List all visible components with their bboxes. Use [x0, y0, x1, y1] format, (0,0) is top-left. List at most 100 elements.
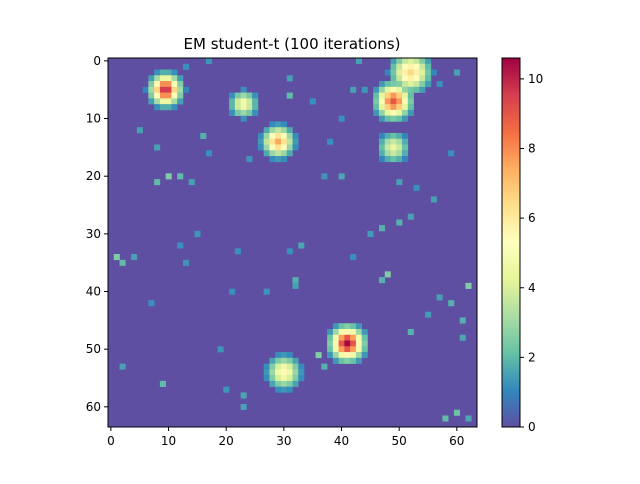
heatmap-cell: [240, 92, 247, 99]
heatmap-cell: [206, 58, 213, 65]
heatmap-cell: [407, 104, 414, 111]
x-tick-label: 30: [276, 434, 291, 448]
heatmap-cell: [396, 144, 403, 151]
x-tick-label: 10: [161, 434, 176, 448]
x-tick-label: 50: [392, 434, 407, 448]
heatmap-cell: [263, 369, 270, 376]
heatmap-cell: [286, 357, 293, 364]
heatmap-cell: [154, 75, 161, 82]
heatmap-cell: [350, 254, 357, 261]
heatmap-cell: [252, 109, 259, 116]
y-tick-label: 50: [86, 342, 101, 356]
heatmap-cell: [419, 69, 426, 76]
heatmap-cell: [246, 156, 253, 163]
colorbar-tick-label: 8: [528, 142, 536, 156]
heatmap-cell: [338, 323, 345, 330]
heatmap-cell: [194, 230, 201, 238]
heatmap-cell: [344, 352, 351, 359]
heatmap-cell: [355, 323, 362, 330]
heatmap-cell: [171, 81, 178, 88]
heatmap-cell: [275, 386, 282, 393]
heatmap-cell: [275, 363, 282, 370]
heatmap-cell: [396, 109, 403, 116]
x-tick-label: 20: [219, 434, 234, 448]
heatmap-cell: [280, 375, 288, 382]
heatmap-cell: [361, 328, 368, 336]
y-tick-label: 30: [86, 227, 101, 241]
colorbar-tick-label: 0: [528, 420, 536, 434]
heatmap-cell: [177, 75, 184, 82]
heatmap-cell: [413, 63, 420, 70]
heatmap-cell: [269, 380, 276, 387]
heatmap-cell: [344, 323, 351, 330]
heatmap-cell: [378, 138, 386, 145]
heatmap-cell: [229, 92, 236, 99]
heatmap-cell: [390, 156, 397, 163]
heatmap-cell: [419, 58, 426, 65]
heatmap-cell: [263, 375, 270, 382]
heatmap-cell: [275, 127, 282, 134]
heatmap-cell: [148, 81, 155, 88]
heatmap-cell: [292, 282, 299, 289]
heatmap-cell: [159, 92, 166, 99]
heatmap-cell: [119, 259, 126, 266]
heatmap-cell: [373, 98, 380, 105]
heatmap-cell: [154, 144, 161, 151]
heatmap-cell: [402, 109, 409, 116]
heatmap-cell: [257, 138, 264, 145]
heatmap-cell: [407, 213, 414, 220]
heatmap-cell: [263, 288, 270, 295]
heatmap-cell: [269, 127, 276, 134]
heatmap-cell: [407, 92, 414, 99]
heatmap-cell: [413, 86, 420, 93]
heatmap-cell: [384, 109, 391, 116]
heatmap-cell: [361, 334, 368, 341]
heatmap-cell: [165, 75, 172, 82]
heatmap-cell: [177, 173, 184, 180]
heatmap-cell: [171, 75, 178, 82]
heatmap-cell: [257, 132, 264, 140]
heatmap-cell: [263, 363, 270, 370]
heatmap-cell: [263, 127, 270, 134]
heatmap-cell: [402, 150, 409, 157]
heatmap-cell: [453, 69, 461, 76]
heatmap-cell: [407, 328, 414, 336]
heatmap-cell: [177, 86, 184, 93]
heatmap-cell: [378, 104, 386, 111]
heatmap-cell: [292, 277, 299, 284]
heatmap-cell: [378, 98, 386, 105]
heatmap-cell: [361, 352, 368, 359]
heatmap-cell: [154, 81, 161, 88]
heatmap-cell: [286, 75, 293, 82]
heatmap-cell: [321, 173, 328, 180]
heatmap-cell: [327, 352, 334, 359]
heatmap-cell: [275, 144, 282, 151]
heatmap-cell: [269, 369, 276, 376]
heatmap-cell: [465, 415, 472, 422]
heatmap-cell: [165, 86, 172, 93]
heatmap-cell: [234, 104, 241, 111]
heatmap-cell: [378, 225, 386, 232]
heatmap-cell: [171, 92, 178, 99]
heatmap-cell: [223, 386, 230, 393]
heatmap-cell: [298, 363, 305, 370]
heatmap-cell: [286, 386, 293, 393]
heatmap-cell: [148, 75, 155, 82]
heatmap-cell: [327, 340, 334, 347]
heatmap-cell: [390, 86, 397, 93]
heatmap-cell: [269, 150, 276, 157]
heatmap-cell: [286, 132, 293, 140]
heatmap-cell: [425, 69, 432, 76]
heatmap-cell: [229, 98, 236, 105]
heatmap-cell: [252, 104, 259, 111]
heatmap-cell: [298, 375, 305, 382]
heatmap-cell: [453, 409, 461, 416]
heatmap-cell: [286, 352, 293, 359]
heatmap-cell: [402, 63, 409, 70]
heatmap-cell: [396, 115, 403, 122]
heatmap-cell: [448, 300, 455, 307]
heatmap-cell: [355, 334, 362, 341]
colorbar-tick-label: 4: [528, 281, 536, 295]
heatmap-cell: [148, 86, 155, 93]
heatmap-cell: [240, 86, 247, 93]
